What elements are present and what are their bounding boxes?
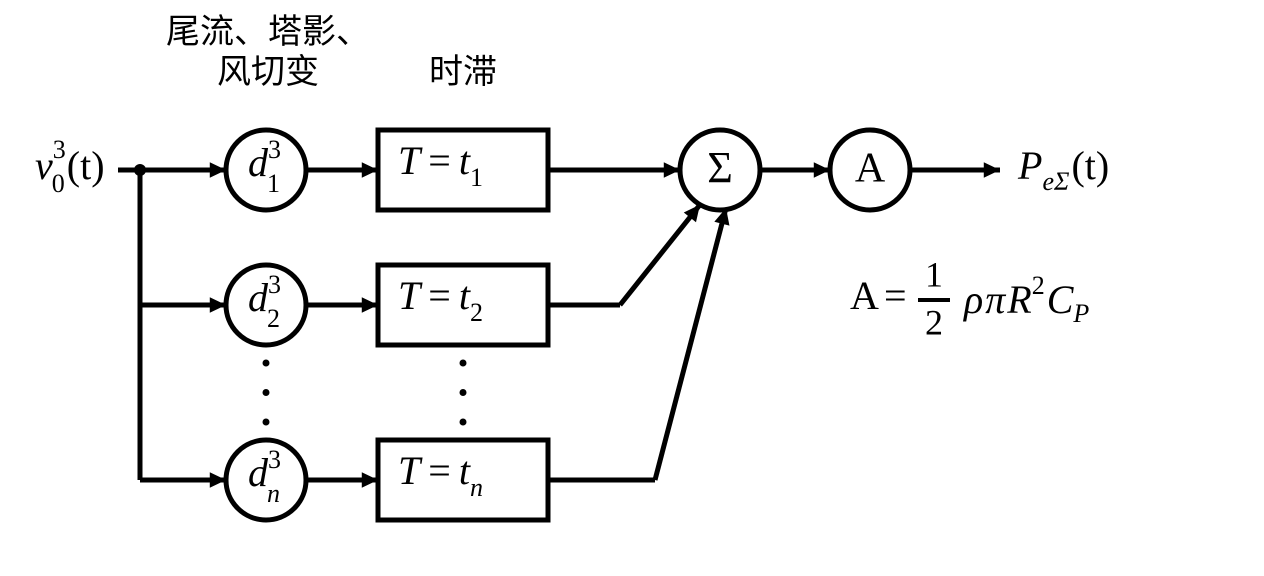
ellipsis-dot <box>263 389 270 396</box>
label-text: A <box>855 146 886 192</box>
equation-tail: ρπR2CP <box>962 271 1089 328</box>
ellipsis-dot <box>263 419 270 426</box>
label-text: A <box>850 273 879 318</box>
arrow-head <box>814 162 830 178</box>
ellipsis-dot <box>460 419 467 426</box>
label-text: 尾流、塔影、 <box>166 13 370 51</box>
label-text: 风切变 <box>217 53 319 91</box>
ellipsis-dot <box>460 360 467 367</box>
arrow-head <box>210 162 226 178</box>
input-label: v30(t) <box>35 135 105 198</box>
arrow-head <box>210 472 226 488</box>
label-text: 2 <box>925 302 943 342</box>
output-label: PeΣ(t) <box>1017 143 1109 196</box>
arrow-head <box>664 162 680 178</box>
label-text: Σ <box>707 143 733 192</box>
label-text: 时滞 <box>429 54 497 91</box>
arrow-head <box>984 162 1000 178</box>
arrow-head <box>210 297 226 313</box>
connector-line <box>620 205 700 305</box>
label-text: = <box>884 273 907 318</box>
label-text: 1 <box>925 254 943 294</box>
ellipsis-dot <box>263 360 270 367</box>
ellipsis-dot <box>460 389 467 396</box>
